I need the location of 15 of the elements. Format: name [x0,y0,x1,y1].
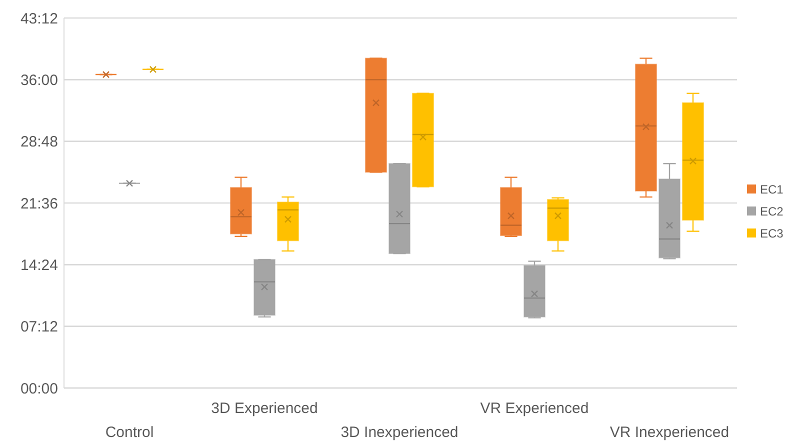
x-tick-label: Control [105,424,154,441]
y-tick-label: 43:12 [20,10,58,28]
legend-label: EC3 [760,226,784,241]
x-tick-label: 3D Experienced [211,400,318,417]
y-tick-label: 36:00 [20,72,58,89]
x-tick-label: 3D Inexperienced [340,424,458,441]
y-tick-label: 00:00 [20,380,58,398]
x-tick-label: VR Experienced [480,400,589,417]
y-tick-label: 14:24 [20,256,58,274]
legend-label: EC1 [760,182,784,197]
legend-label: EC2 [760,204,784,219]
y-tick-label: 28:48 [20,134,58,151]
y-tick-label: 21:36 [20,195,58,212]
y-tick-label: 07:12 [20,318,58,336]
x-tick-label: VR Inexperienced [610,424,730,441]
